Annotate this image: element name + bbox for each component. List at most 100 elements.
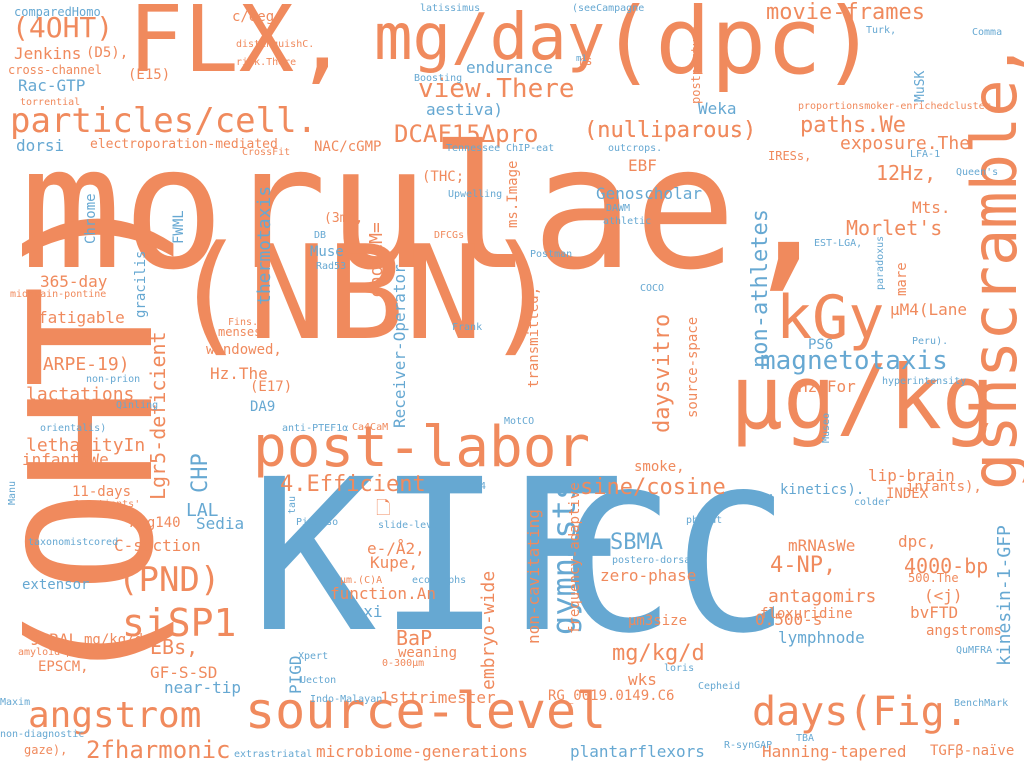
cloud-word: antagomirs [768, 586, 877, 607]
cloud-word: 4.Efficient [280, 472, 426, 497]
cloud-word: Turk, [866, 25, 897, 36]
cloud-word: (4OHT) [12, 11, 114, 44]
cloud-word: Maxim [0, 697, 31, 708]
cloud-word: Manu [7, 480, 18, 505]
cloud-word: zero-phase [600, 566, 697, 585]
cloud-word: function.An [330, 584, 436, 603]
cloud-word: post-labor [253, 415, 591, 480]
cloud-word: extensor [22, 577, 90, 593]
cloud-word: non-prion [86, 374, 141, 385]
cloud-word: non-athletes [748, 209, 773, 368]
cloud-word: CC [560, 454, 789, 675]
cloud-word: comparedHomo [14, 5, 101, 19]
cloud-word: Museo [821, 412, 832, 443]
cloud-word: hyperintensity [882, 376, 967, 387]
cloud-word: weaning [398, 645, 458, 661]
cloud-word: Mts. [912, 198, 951, 217]
cloud-word: Jenkins [14, 44, 82, 63]
cloud-word: cored [88, 537, 119, 548]
cloud-word: sine/cosine [580, 475, 726, 500]
cloud-word: near-tip [164, 678, 242, 697]
cloud-word: orientalis) [40, 423, 107, 434]
cloud-word: MotCO [504, 416, 535, 427]
cloud-word: mg/kg/d [612, 641, 705, 666]
cloud-word: (nulliparous) [584, 118, 757, 143]
cloud-word: days(Fig. [752, 689, 969, 735]
cloud-word: Tennessee [446, 143, 501, 154]
cloud-word: (dpc) [600, 0, 877, 95]
cloud-word: Picasso [296, 517, 339, 528]
cloud-word: Peru). [912, 336, 949, 347]
cloud-word: (PND) [118, 560, 221, 600]
cloud-word: athletic [603, 216, 652, 227]
cloud-word: c/deg, [232, 9, 283, 25]
cloud-word: 0-300µm [382, 658, 425, 669]
cloud-word: Taxi [344, 602, 383, 621]
cloud-word: embryo-wide [478, 570, 499, 690]
cloud-word: R-synGAP [724, 740, 773, 751]
cloud-word: Hz.The [210, 364, 268, 383]
cloud-word: (NBN) [170, 217, 562, 369]
cloud-word: 🗋 [376, 498, 391, 519]
cloud-word: cross-channel [8, 63, 102, 77]
cloud-word: Δ14 [468, 481, 487, 492]
cloud-word: ChIP-eat [506, 143, 555, 154]
cloud-word: Queen's [956, 167, 999, 178]
cloud-word: Muse [310, 244, 344, 260]
cloud-word: extrastriatal [234, 749, 313, 760]
cloud-word: (THC; [422, 169, 465, 185]
cloud-word: exposure.The [840, 133, 971, 154]
cloud-word: daysvitro [650, 313, 675, 433]
cloud-word: IRESs, [768, 149, 812, 163]
cloud-word: 4-NP, [770, 553, 837, 578]
cloud-word: mRNAsWe [788, 536, 856, 555]
cloud-word: non-diagnostic [0, 729, 85, 740]
cloud-word: lymphnode [778, 628, 865, 647]
cloud-word: Comma [972, 27, 1003, 38]
cloud-word: taxonomist [28, 537, 89, 548]
cloud-word: DA9 [250, 399, 276, 415]
cloud-word: bvFTD [910, 603, 959, 622]
cloud-word: QuMFRA [956, 645, 993, 656]
cloud-word: proportionsmoker-enrichedcluster [798, 101, 991, 112]
cloud-word: EBF [628, 156, 657, 175]
cloud-word: AVA [756, 493, 775, 504]
cloud-word: (E17) [250, 379, 293, 395]
cloud-word: Fins. [228, 317, 259, 328]
cloud-word: menses, [218, 325, 269, 339]
cloud-word: postero-dorsal [612, 555, 697, 566]
cloud-word: morulae, [20, 110, 839, 308]
cloud-word: dorsi [16, 136, 65, 155]
cloud-word: kinesin-1-GFP [994, 525, 1015, 666]
cloud-word: µg/kg [730, 346, 995, 449]
cloud-word: mg/day [374, 1, 606, 75]
cloud-word: INDEX [886, 486, 929, 502]
cloud-word: view.There [418, 74, 575, 104]
cloud-word: 0.500-s [755, 610, 823, 629]
cloud-word: gracilis [133, 250, 149, 318]
cloud-word: ms.Image [505, 160, 521, 228]
cloud-word: electroporation-mediated [90, 137, 278, 152]
cloud-word: Kupe, [370, 553, 419, 572]
cloud-word: non-cavitating [524, 509, 543, 644]
cloud-word: slide-level [378, 520, 445, 531]
cloud-word: C-section [114, 536, 201, 555]
cloud-word: lip-brain [868, 466, 955, 485]
cloud-word: BaP [396, 626, 433, 650]
cloud-word: endurance [466, 58, 553, 77]
cloud-word: CHP [188, 453, 213, 493]
cloud-word: wks [628, 670, 657, 689]
cloud-word: Lgr5-deficient [146, 331, 170, 500]
cloud-word: siSP1 [122, 601, 237, 645]
cloud-word: Rad53 [316, 261, 347, 272]
cloud-word: Boosting [414, 73, 463, 84]
cloud-word: PS6 [808, 337, 834, 353]
cloud-word: infantsWe [22, 450, 109, 469]
cloud-word: Rac-GTP [18, 76, 86, 95]
cloud-word: COCO [640, 283, 665, 294]
cloud-word: LAL [186, 500, 219, 521]
cloud-word: 365-day [40, 272, 108, 291]
cloud-word: KIF [250, 434, 630, 679]
cloud-word: postpartum) [689, 24, 703, 104]
cloud-word: rs [578, 54, 593, 68]
